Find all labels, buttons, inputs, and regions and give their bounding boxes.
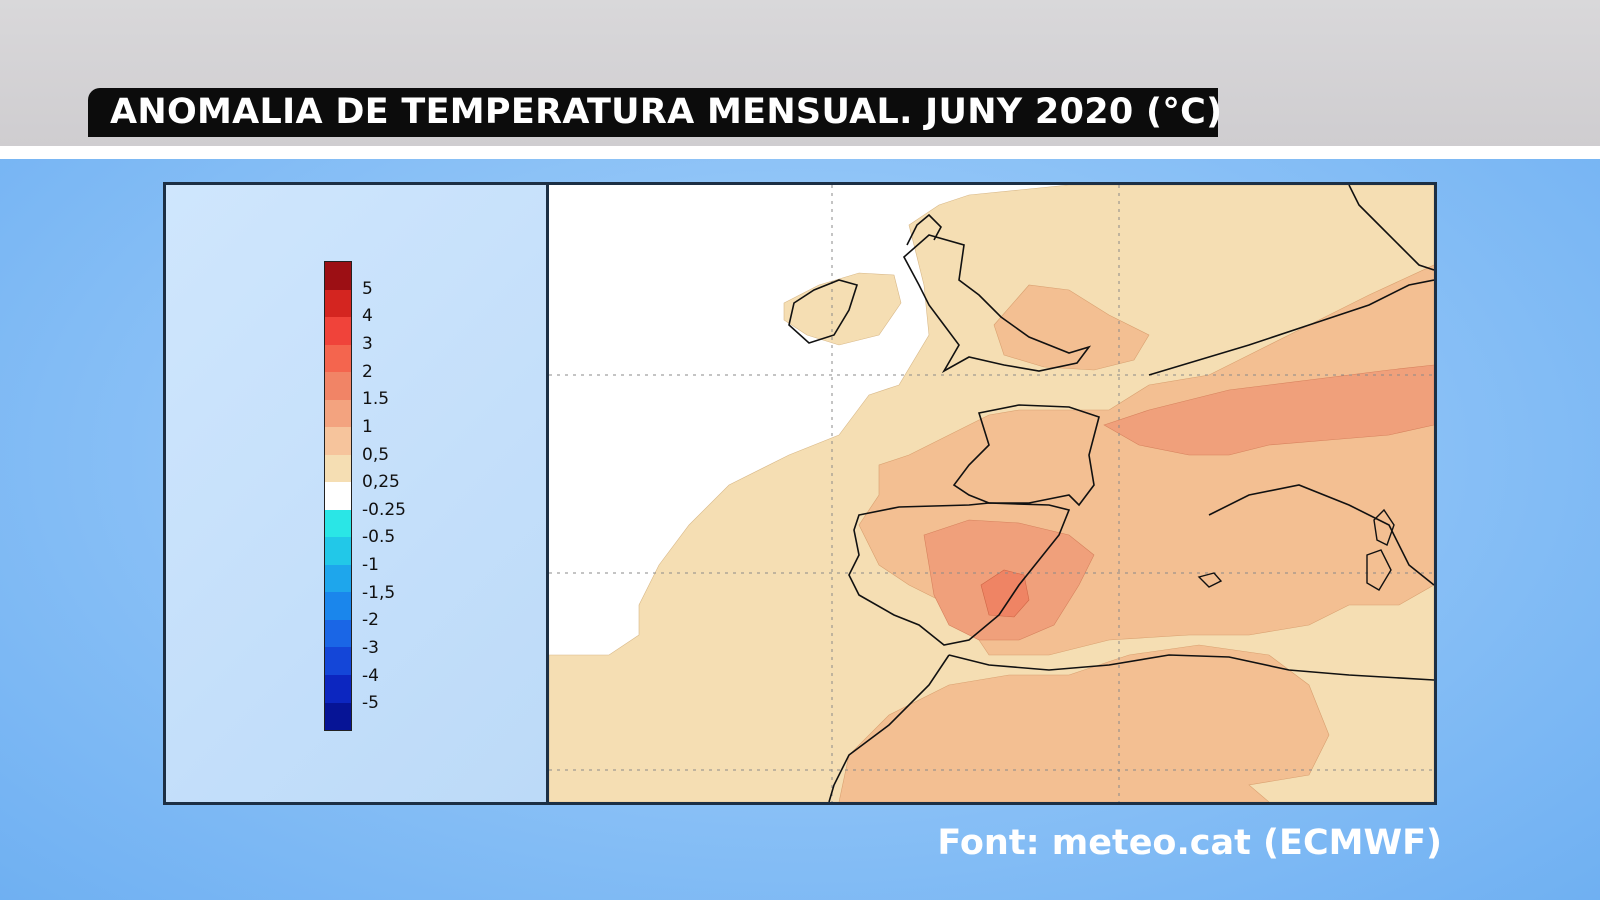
color-scale-label: -0.5	[362, 527, 396, 548]
color-scale-label: -1	[362, 555, 379, 576]
coast-ireland	[788, 279, 859, 344]
color-scale-segment	[325, 509, 351, 538]
color-scale-segment	[325, 344, 351, 373]
color-scale-segment	[325, 674, 351, 703]
coast-sardinia	[1366, 549, 1392, 591]
color-scale-segment	[325, 262, 351, 290]
color-scale-segment	[325, 289, 351, 318]
coast-africa-west	[828, 654, 950, 802]
anomaly-region-1-5	[980, 569, 1030, 618]
color-scale-label: 1	[362, 416, 373, 437]
color-scale-segment	[325, 482, 351, 510]
color-scale-segment	[325, 399, 351, 428]
color-scale-segment	[325, 619, 351, 648]
color-scale-segment	[325, 454, 351, 483]
color-scale-label: -3	[362, 638, 379, 659]
color-scale-segment	[325, 427, 351, 455]
islands	[1197, 508, 1395, 591]
color-scale-segment	[325, 702, 351, 731]
coast-scotland-isles	[906, 213, 942, 246]
color-scale-label: -4	[362, 665, 379, 686]
color-scale-label: 2	[362, 361, 373, 382]
color-scale-segment	[325, 317, 351, 345]
anomaly-map	[549, 185, 1434, 802]
coast-africa	[948, 654, 1434, 681]
color-scale-label: 0,25	[362, 472, 400, 493]
coast-north-europe	[1148, 279, 1434, 376]
color-scale-segment	[325, 647, 351, 675]
header-divider	[0, 146, 1600, 159]
color-scale-bar	[324, 261, 352, 731]
map-figure: 5 4 3 2 1.5 1 0,5 0,25 -0.25 -0.5 -1 -1,5 -2 -3 -4 -5	[163, 182, 1437, 805]
source-credit: Font: meteo.cat (ECMWF)	[937, 823, 1442, 863]
color-scale-label: -2	[362, 610, 379, 631]
legend-panel: 5 4 3 2 1.5 1 0,5 0,25 -0.25 -0.5 -1 -1,5 -2 -3 -4 -5	[166, 185, 549, 802]
map-svg	[549, 185, 1434, 802]
color-scale-label: -5	[362, 693, 379, 714]
coast-iberia	[848, 502, 1071, 646]
page-title: ANOMALIA DE TEMPERATURA MENSUAL. JUNY 20…	[110, 92, 1223, 132]
graticule	[549, 185, 1434, 802]
color-scale-label: 4	[362, 306, 373, 327]
color-scale-label: -0.25	[362, 499, 406, 520]
coast-corsica	[1373, 508, 1395, 546]
anomaly-region-1	[1103, 364, 1434, 456]
color-scale-segment	[325, 537, 351, 565]
coast-italy	[1208, 484, 1434, 586]
color-scale-segment	[325, 372, 351, 400]
color-scale-label: 5	[362, 278, 373, 299]
coast-france	[952, 404, 1100, 507]
color-scale-segment	[325, 592, 351, 620]
coast-britain	[902, 234, 1092, 374]
coast-balearics	[1197, 572, 1223, 588]
anomaly-region-0-5-uk	[993, 284, 1150, 371]
color-scale-label: 1.5	[362, 389, 390, 410]
color-scale-label: 3	[362, 333, 373, 354]
color-scale-segment	[325, 564, 351, 593]
coast-norway	[1348, 185, 1434, 271]
color-scale-label: 0,5	[362, 444, 390, 465]
title-bar	[88, 88, 1218, 137]
color-scale-label: -1,5	[362, 582, 396, 603]
coastlines	[788, 185, 1434, 802]
